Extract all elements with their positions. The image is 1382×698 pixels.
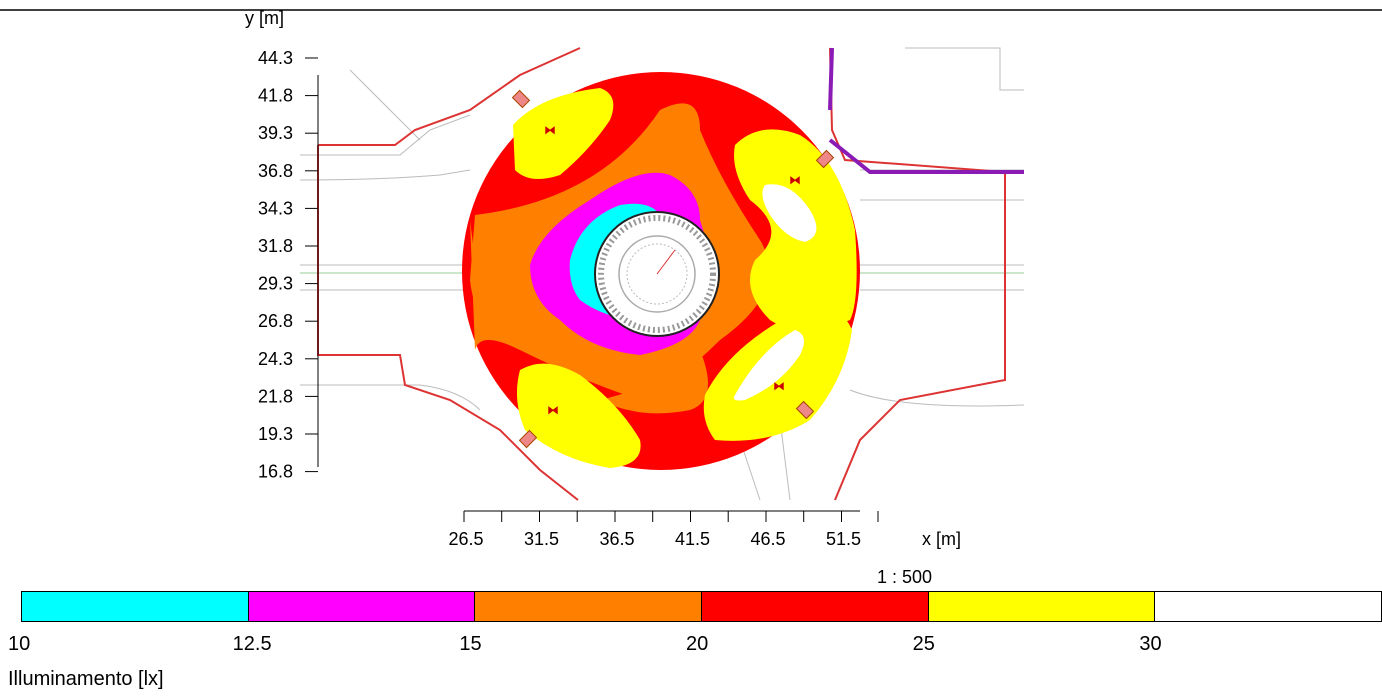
luminaires: ⧓ ⧓ ⧓ ⧓	[511, 89, 835, 449]
legend-label: 10	[8, 633, 31, 655]
aim-marker-icon: ⧓	[547, 403, 559, 417]
x-tick-label: 46.5	[750, 529, 785, 549]
y-tick-label: 21.8	[258, 386, 293, 406]
isolux-plot: ⧓ ⧓ ⧓ ⧓ 44.3 41.8 39.3 36.8 34.3 31.8 29.3 26.8…	[0, 8, 1382, 549]
y-tick-label: 34.3	[258, 198, 293, 218]
x-tick-label: 41.5	[675, 529, 710, 549]
y-axis-label: y [m]	[245, 8, 284, 28]
zone-25-30-sw	[516, 363, 641, 468]
x-tick-label: 51.5	[826, 529, 861, 549]
x-tick-label: 36.5	[599, 529, 634, 549]
legend-title: Illuminamento [lx]	[8, 668, 164, 690]
y-tick-label: 44.3	[258, 48, 293, 68]
road-boundary	[317, 47, 1006, 501]
legend-color-bar	[21, 591, 1382, 622]
y-tick-label: 19.3	[258, 424, 293, 444]
aim-marker-icon: ⧓	[789, 173, 801, 187]
y-tick-label: 16.8	[258, 462, 293, 482]
x-tick-label: 26.5	[448, 529, 483, 549]
legend-swatch	[701, 591, 929, 622]
legend-swatch	[21, 591, 249, 622]
luminaire-icon	[511, 89, 531, 109]
y-tick-label: 24.3	[258, 349, 293, 369]
y-tick-label: 41.8	[258, 86, 293, 106]
y-tick-label: 36.8	[258, 161, 293, 181]
y-axis: 44.3 41.8 39.3 36.8 34.3 31.8 29.3 26.8 24.3 21.8…	[245, 8, 319, 482]
legend-label: 25	[912, 633, 935, 655]
x-tick-label: 31.5	[524, 529, 559, 549]
x-axis: 26.5 31.5 36.5 41.5 46.5 51.5 x [m]	[448, 510, 961, 549]
legend-swatch	[927, 591, 1156, 622]
scale-label: 1 : 500	[877, 567, 933, 587]
legend-label: 20	[686, 633, 709, 655]
site-background	[299, 47, 1025, 501]
zone-30-plus-ne	[762, 184, 817, 242]
aim-marker-icon: ⧓	[773, 379, 785, 393]
luminaire-icon	[815, 149, 835, 169]
legend-label: 12.5	[232, 633, 272, 655]
zone-30-plus-se	[733, 330, 804, 401]
y-tick-label: 29.3	[258, 274, 293, 294]
luminaire-icon	[518, 429, 538, 449]
y-tick-label: 26.8	[258, 311, 293, 331]
aim-marker-icon: ⧓	[544, 123, 556, 137]
y-tick-label: 39.3	[258, 123, 293, 143]
property-line	[828, 47, 1024, 174]
legend-label: 30	[1139, 633, 1162, 655]
legend-swatch	[474, 591, 703, 622]
luminaire-icon	[795, 400, 815, 420]
x-axis-label: x [m]	[922, 529, 961, 549]
y-tick-label: 31.8	[258, 236, 293, 256]
isolux-field	[462, 72, 860, 470]
legend-label: 15	[459, 633, 482, 655]
legend-swatch	[247, 591, 476, 622]
legend-swatch	[1154, 591, 1382, 622]
zone-25-30-nw	[513, 88, 614, 179]
